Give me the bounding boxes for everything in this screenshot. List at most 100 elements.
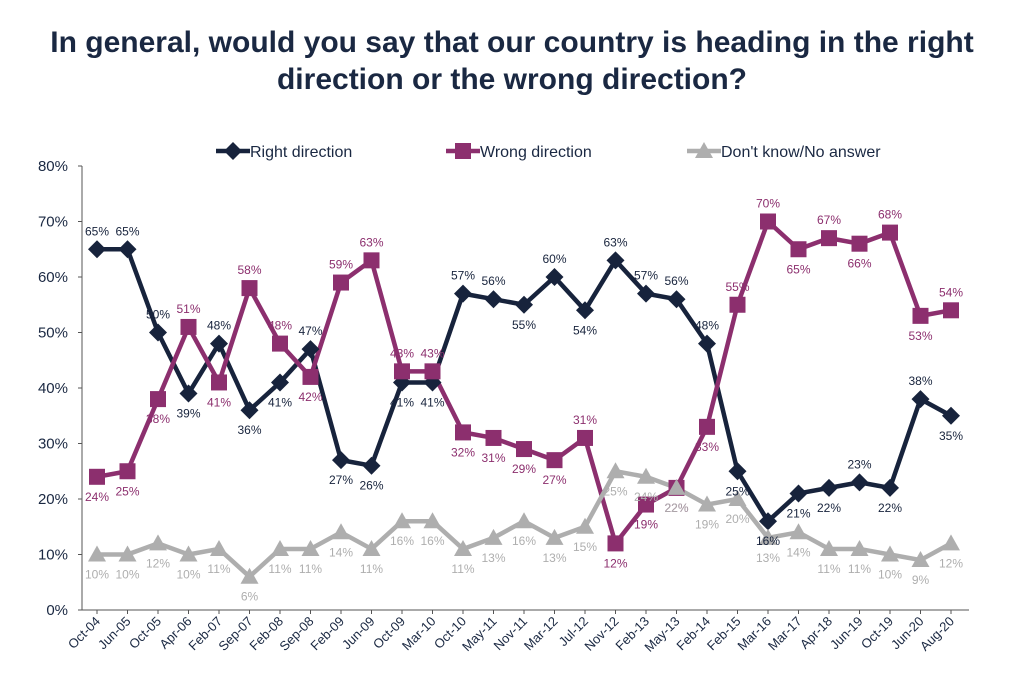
data-point-2 <box>88 545 106 562</box>
chart-title: In general, would you say that our count… <box>0 24 1024 98</box>
data-label-2: 22% <box>664 501 688 515</box>
data-point-2 <box>942 534 960 551</box>
x-tick-label: Mar-12 <box>521 614 561 654</box>
data-point-0 <box>881 478 899 497</box>
data-label-1: 53% <box>908 329 932 343</box>
data-point-1 <box>89 468 105 485</box>
data-label-1: 63% <box>359 235 383 249</box>
data-point-1 <box>790 241 807 258</box>
data-label-2: 13% <box>756 551 780 565</box>
y-tick-label: 40% <box>38 380 68 397</box>
data-label-2: 6% <box>241 590 259 604</box>
y-tick-label: 60% <box>38 269 68 286</box>
data-point-0 <box>576 301 594 320</box>
x-tick-label: Mar-10 <box>399 614 439 654</box>
data-point-0 <box>484 290 503 309</box>
y-tick-label: 70% <box>38 214 68 231</box>
data-point-1 <box>455 424 471 441</box>
data-point-0 <box>698 334 716 353</box>
data-label-2: 16% <box>420 534 444 548</box>
data-point-2 <box>118 545 137 562</box>
data-point-1 <box>546 452 563 469</box>
data-label-0: 54% <box>573 323 597 337</box>
data-point-1 <box>180 318 197 335</box>
data-label-0: 57% <box>451 269 475 283</box>
data-point-2 <box>423 512 442 529</box>
data-label-0: 22% <box>817 501 841 515</box>
data-point-1 <box>272 335 288 352</box>
data-label-0: 23% <box>847 457 871 471</box>
x-tick-label: Jun-05 <box>95 614 134 653</box>
data-point-1 <box>150 391 166 408</box>
data-label-2: 11% <box>817 562 840 576</box>
x-tick-label: Apr-18 <box>797 614 835 652</box>
data-label-2: 16% <box>512 534 536 548</box>
data-label-0: 26% <box>359 479 383 493</box>
data-point-0 <box>210 334 228 353</box>
x-tick-label: May-11 <box>459 614 500 655</box>
data-label-2: 11% <box>451 562 474 576</box>
data-label-1: 51% <box>176 302 200 316</box>
data-point-0 <box>271 373 289 392</box>
data-point-0 <box>88 240 106 259</box>
x-tick-label: Nov-12 <box>581 614 621 654</box>
data-label-2: 24% <box>634 490 658 504</box>
data-label-2: 16% <box>390 534 414 548</box>
data-label-1: 19% <box>634 518 658 532</box>
data-point-1 <box>363 252 380 269</box>
data-label-1: 41% <box>207 395 231 409</box>
data-point-1 <box>638 496 654 513</box>
x-tick-label: Mar-17 <box>765 614 805 654</box>
x-tick-label: Sep-07 <box>215 614 255 654</box>
data-label-0: 41% <box>268 395 292 409</box>
data-label-1: 12% <box>603 556 627 570</box>
data-point-1 <box>943 302 959 319</box>
data-point-2 <box>667 478 686 495</box>
data-label-0: 16% <box>756 534 780 548</box>
data-label-0: 47% <box>298 324 322 338</box>
data-point-0 <box>118 240 137 259</box>
data-label-0: 65% <box>115 224 139 238</box>
data-point-1 <box>333 274 349 291</box>
data-label-2: 11% <box>268 562 291 576</box>
data-point-0 <box>759 512 777 531</box>
x-tick-label: Oct-19 <box>858 614 896 652</box>
data-label-0: 56% <box>664 274 688 288</box>
data-point-2 <box>698 495 716 512</box>
data-label-1: 43% <box>390 346 414 360</box>
data-point-1 <box>302 368 319 385</box>
y-tick-label: 80% <box>38 158 68 175</box>
data-point-1 <box>912 307 929 324</box>
data-label-2: 14% <box>786 545 810 559</box>
data-point-0 <box>667 290 686 309</box>
data-point-0 <box>545 268 564 286</box>
data-label-2: 11% <box>360 562 383 576</box>
data-point-1 <box>729 296 746 313</box>
data-label-0: 56% <box>481 274 505 288</box>
y-tick-label: 10% <box>38 547 68 564</box>
x-tick-label: Feb-09 <box>307 614 347 654</box>
data-label-0: 38% <box>908 374 932 388</box>
data-label-1: 38% <box>146 412 170 426</box>
data-label-2: 10% <box>115 568 139 582</box>
data-label-1: 67% <box>817 213 841 227</box>
data-label-1: 58% <box>237 263 261 277</box>
y-tick-label: 30% <box>38 436 68 453</box>
chart-title-line-1: In general, would you say that our count… <box>50 26 974 59</box>
data-label-1: 42% <box>298 390 322 404</box>
data-label-1: 65% <box>786 262 810 276</box>
data-label-2: 19% <box>695 518 719 532</box>
data-point-1 <box>607 535 624 552</box>
data-point-2 <box>332 523 350 540</box>
data-point-2 <box>515 512 533 529</box>
data-point-1 <box>851 235 868 252</box>
data-point-2 <box>728 490 747 506</box>
data-label-1: 43% <box>420 346 444 360</box>
data-point-0 <box>789 484 808 503</box>
legend-marker-2 <box>695 142 713 158</box>
data-point-2 <box>911 551 930 568</box>
data-point-2 <box>789 523 808 540</box>
data-label-0: 55% <box>512 318 536 332</box>
data-label-0: 36% <box>237 423 261 437</box>
